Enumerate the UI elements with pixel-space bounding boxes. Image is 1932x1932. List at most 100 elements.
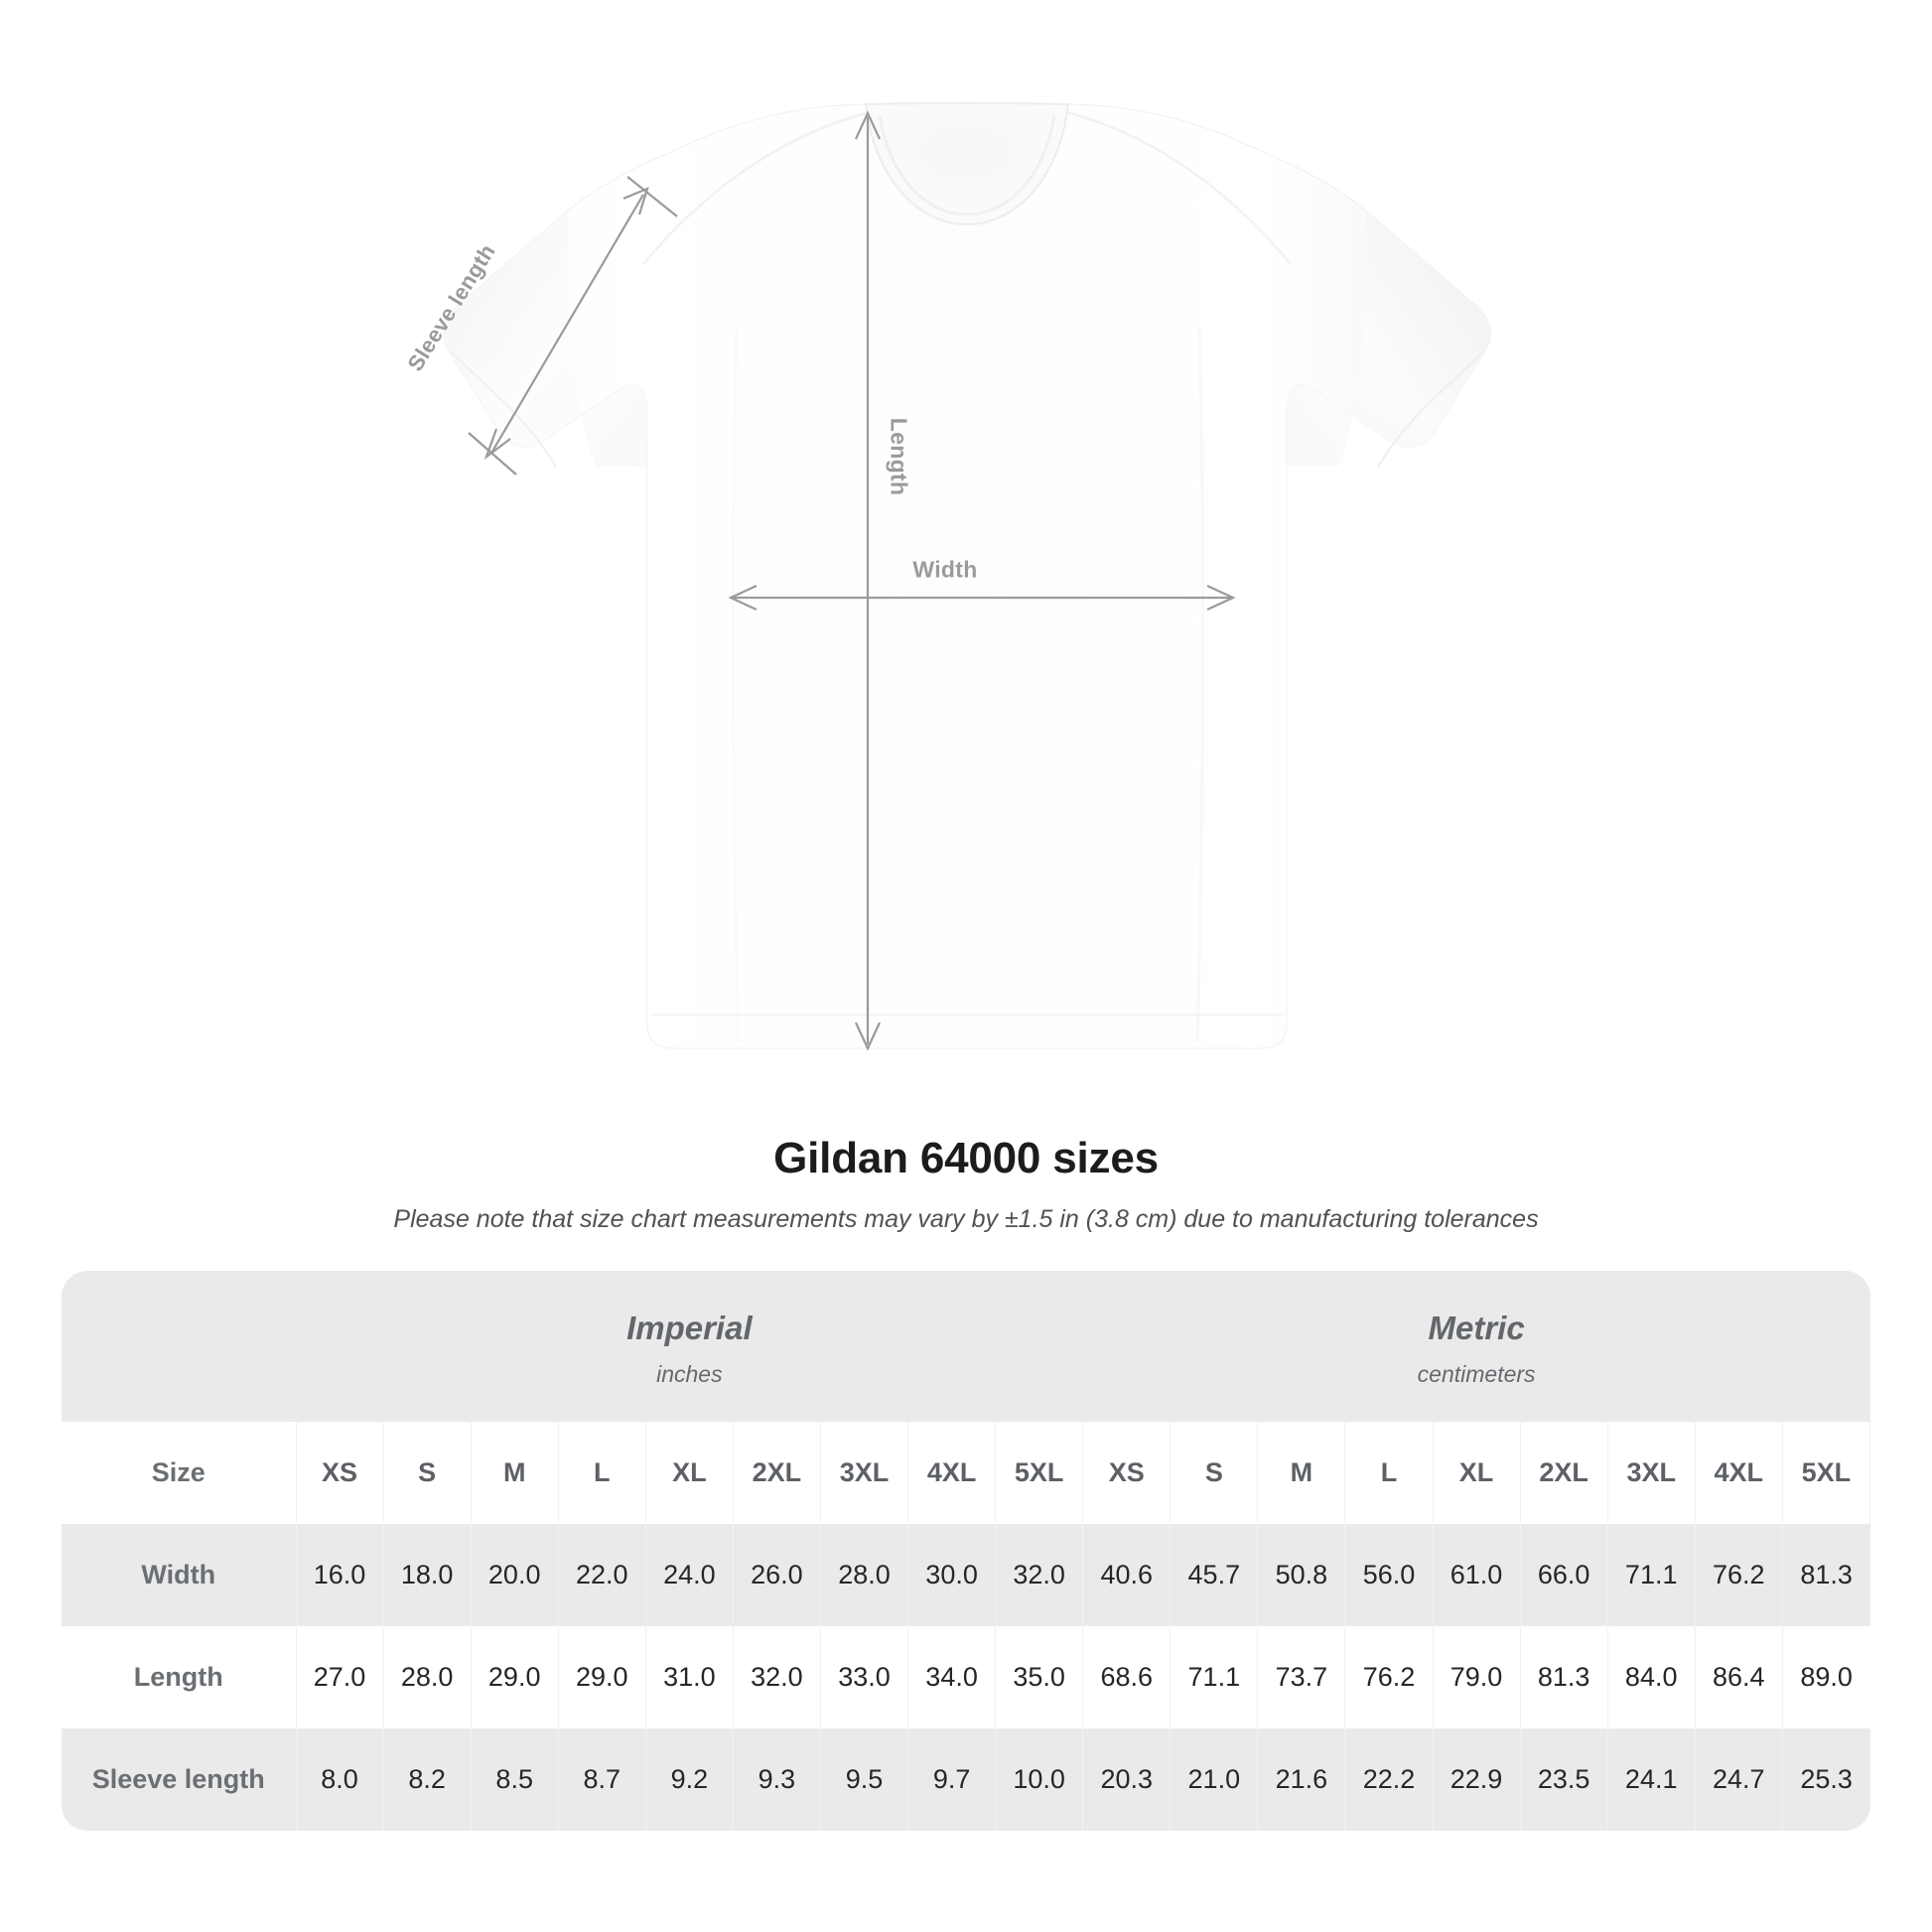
left-sleeve-hem bbox=[451, 351, 557, 468]
sleeve-arrow-top bbox=[622, 187, 649, 215]
header-size-label: Size bbox=[62, 1421, 297, 1524]
right-sleeve-hem bbox=[1377, 351, 1483, 468]
cell-sleeve-imperial-2xl: 9.3 bbox=[733, 1727, 821, 1831]
cell-length-metric-4xl: 86.4 bbox=[1695, 1625, 1783, 1728]
cell-length-metric-m: 73.7 bbox=[1257, 1625, 1346, 1728]
cell-width-metric-2xl: 66.0 bbox=[1520, 1523, 1608, 1626]
header-size-metric-4xl: 4XL bbox=[1695, 1421, 1783, 1524]
cell-length-imperial-m: 29.0 bbox=[471, 1625, 559, 1728]
cell-length-imperial-3xl: 33.0 bbox=[820, 1625, 909, 1728]
length-label: Length bbox=[886, 417, 912, 496]
row-label-sleeve-length: Sleeve length bbox=[62, 1727, 297, 1831]
header-size-metric-5xl: 5XL bbox=[1782, 1421, 1870, 1524]
header-size-metric-xs: XS bbox=[1082, 1421, 1172, 1524]
header-size-imperial-xl: XL bbox=[645, 1421, 734, 1524]
cell-width-metric-xs: 40.6 bbox=[1082, 1523, 1172, 1626]
cell-length-imperial-s: 28.0 bbox=[383, 1625, 472, 1728]
cell-width-metric-4xl: 76.2 bbox=[1695, 1523, 1783, 1626]
cell-sleeve-metric-m: 21.6 bbox=[1257, 1727, 1346, 1831]
sleeve-arrow-bottom bbox=[483, 428, 511, 461]
cell-width-metric-5xl: 81.3 bbox=[1782, 1523, 1870, 1626]
width-label: Width bbox=[912, 556, 978, 583]
unit-group-imperial: Imperial inches bbox=[296, 1271, 1083, 1422]
cell-width-imperial-m: 20.0 bbox=[471, 1523, 559, 1626]
cell-sleeve-imperial-3xl: 9.5 bbox=[820, 1727, 909, 1831]
cell-sleeve-imperial-4xl: 9.7 bbox=[907, 1727, 997, 1831]
header-size-metric-s: S bbox=[1170, 1421, 1259, 1524]
table-row-sleeve-length: Sleeve length 8.0 8.2 8.5 8.7 9.2 9.3 9.… bbox=[62, 1727, 1870, 1831]
cell-length-metric-xl: 79.0 bbox=[1433, 1625, 1521, 1728]
table-row-width: Width 16.0 18.0 20.0 22.0 24.0 26.0 28.0… bbox=[62, 1523, 1870, 1626]
sleeve-tick-bottom bbox=[468, 432, 517, 476]
header-size-metric-xl: XL bbox=[1433, 1421, 1521, 1524]
cell-length-metric-l: 76.2 bbox=[1344, 1625, 1434, 1728]
cell-length-imperial-xs: 27.0 bbox=[296, 1625, 384, 1728]
cell-length-imperial-l: 29.0 bbox=[558, 1625, 646, 1728]
unit-group-metric-name: Metric bbox=[1428, 1310, 1525, 1346]
cell-width-imperial-3xl: 28.0 bbox=[820, 1523, 909, 1626]
cell-width-metric-3xl: 71.1 bbox=[1607, 1523, 1696, 1626]
cell-sleeve-imperial-5xl: 10.0 bbox=[995, 1727, 1084, 1831]
cell-sleeve-imperial-xs: 8.0 bbox=[296, 1727, 384, 1831]
left-shoulder-seam bbox=[642, 109, 875, 265]
header-size-imperial-2xl: 2XL bbox=[733, 1421, 821, 1524]
cell-sleeve-metric-l: 22.2 bbox=[1344, 1727, 1434, 1831]
cell-length-imperial-5xl: 35.0 bbox=[995, 1625, 1084, 1728]
header-size-metric-l: L bbox=[1344, 1421, 1434, 1524]
header-size-imperial-3xl: 3XL bbox=[820, 1421, 909, 1524]
body-fold-left bbox=[731, 327, 741, 1043]
left-sleeve-shade bbox=[443, 210, 647, 467]
cell-width-metric-m: 50.8 bbox=[1257, 1523, 1346, 1626]
sleeve-tick-top bbox=[626, 176, 678, 217]
cell-sleeve-imperial-l: 8.7 bbox=[558, 1727, 646, 1831]
cell-length-metric-5xl: 89.0 bbox=[1782, 1625, 1870, 1728]
cell-length-metric-s: 71.1 bbox=[1170, 1625, 1259, 1728]
cell-sleeve-metric-5xl: 25.3 bbox=[1782, 1727, 1870, 1831]
cell-length-imperial-2xl: 32.0 bbox=[733, 1625, 821, 1728]
cell-sleeve-metric-3xl: 24.1 bbox=[1607, 1727, 1696, 1831]
unit-group-metric: Metric centimeters bbox=[1082, 1271, 1870, 1422]
size-header-row: Size XS S M L XL 2XL 3XL 4XL 5XL XS S M … bbox=[62, 1421, 1870, 1524]
header-size-imperial-xs: XS bbox=[296, 1421, 384, 1524]
unit-band-row: Imperial inches Metric centimeters bbox=[62, 1271, 1870, 1422]
width-arrow-right bbox=[1206, 585, 1236, 611]
cell-length-imperial-4xl: 34.0 bbox=[907, 1625, 997, 1728]
length-arrow-bottom bbox=[855, 1022, 881, 1051]
tshirt-illustration bbox=[442, 102, 1492, 1051]
cell-length-metric-3xl: 84.0 bbox=[1607, 1625, 1696, 1728]
cell-length-metric-xs: 68.6 bbox=[1082, 1625, 1172, 1728]
measurement-guides bbox=[468, 110, 1236, 1051]
cell-width-imperial-l: 22.0 bbox=[558, 1523, 646, 1626]
cell-sleeve-metric-xl: 22.9 bbox=[1433, 1727, 1521, 1831]
cell-sleeve-imperial-xl: 9.2 bbox=[645, 1727, 734, 1831]
cell-sleeve-imperial-s: 8.2 bbox=[383, 1727, 472, 1831]
tshirt-diagram: Sleeve length Length Width bbox=[402, 102, 1492, 1051]
cell-sleeve-metric-2xl: 23.5 bbox=[1520, 1727, 1608, 1831]
cell-sleeve-metric-xs: 20.3 bbox=[1082, 1727, 1172, 1831]
cell-width-imperial-5xl: 32.0 bbox=[995, 1523, 1084, 1626]
title-block: Gildan 64000 sizes Please note that size… bbox=[0, 1134, 1932, 1234]
size-chart-table-wrapper: Imperial inches Metric centimeters Size … bbox=[62, 1271, 1870, 1831]
header-size-imperial-s: S bbox=[383, 1421, 472, 1524]
cell-sleeve-metric-4xl: 24.7 bbox=[1695, 1727, 1783, 1831]
unit-group-imperial-unit: inches bbox=[656, 1360, 723, 1387]
width-arrow-left bbox=[728, 585, 758, 611]
page-title: Gildan 64000 sizes bbox=[773, 1134, 1159, 1182]
page-subtitle: Please note that size chart measurements… bbox=[393, 1205, 1539, 1233]
right-sleeve-shade bbox=[1287, 210, 1491, 467]
table-row-length: Length 27.0 28.0 29.0 29.0 31.0 32.0 33.… bbox=[62, 1625, 1870, 1728]
unit-group-imperial-name: Imperial bbox=[626, 1310, 753, 1346]
size-chart-table: Imperial inches Metric centimeters Size … bbox=[62, 1271, 1870, 1831]
header-size-imperial-l: L bbox=[558, 1421, 646, 1524]
cell-width-imperial-s: 18.0 bbox=[383, 1523, 472, 1626]
cell-width-imperial-2xl: 26.0 bbox=[733, 1523, 821, 1626]
header-size-imperial-5xl: 5XL bbox=[995, 1421, 1084, 1524]
cell-width-imperial-4xl: 30.0 bbox=[907, 1523, 997, 1626]
length-arrow-top bbox=[855, 110, 881, 140]
right-shoulder-seam bbox=[1061, 109, 1292, 265]
cell-width-imperial-xl: 24.0 bbox=[645, 1523, 734, 1626]
header-size-metric-3xl: 3XL bbox=[1607, 1421, 1696, 1524]
row-label-length: Length bbox=[62, 1625, 297, 1728]
cell-width-metric-l: 56.0 bbox=[1344, 1523, 1434, 1626]
cell-length-metric-2xl: 81.3 bbox=[1520, 1625, 1608, 1728]
